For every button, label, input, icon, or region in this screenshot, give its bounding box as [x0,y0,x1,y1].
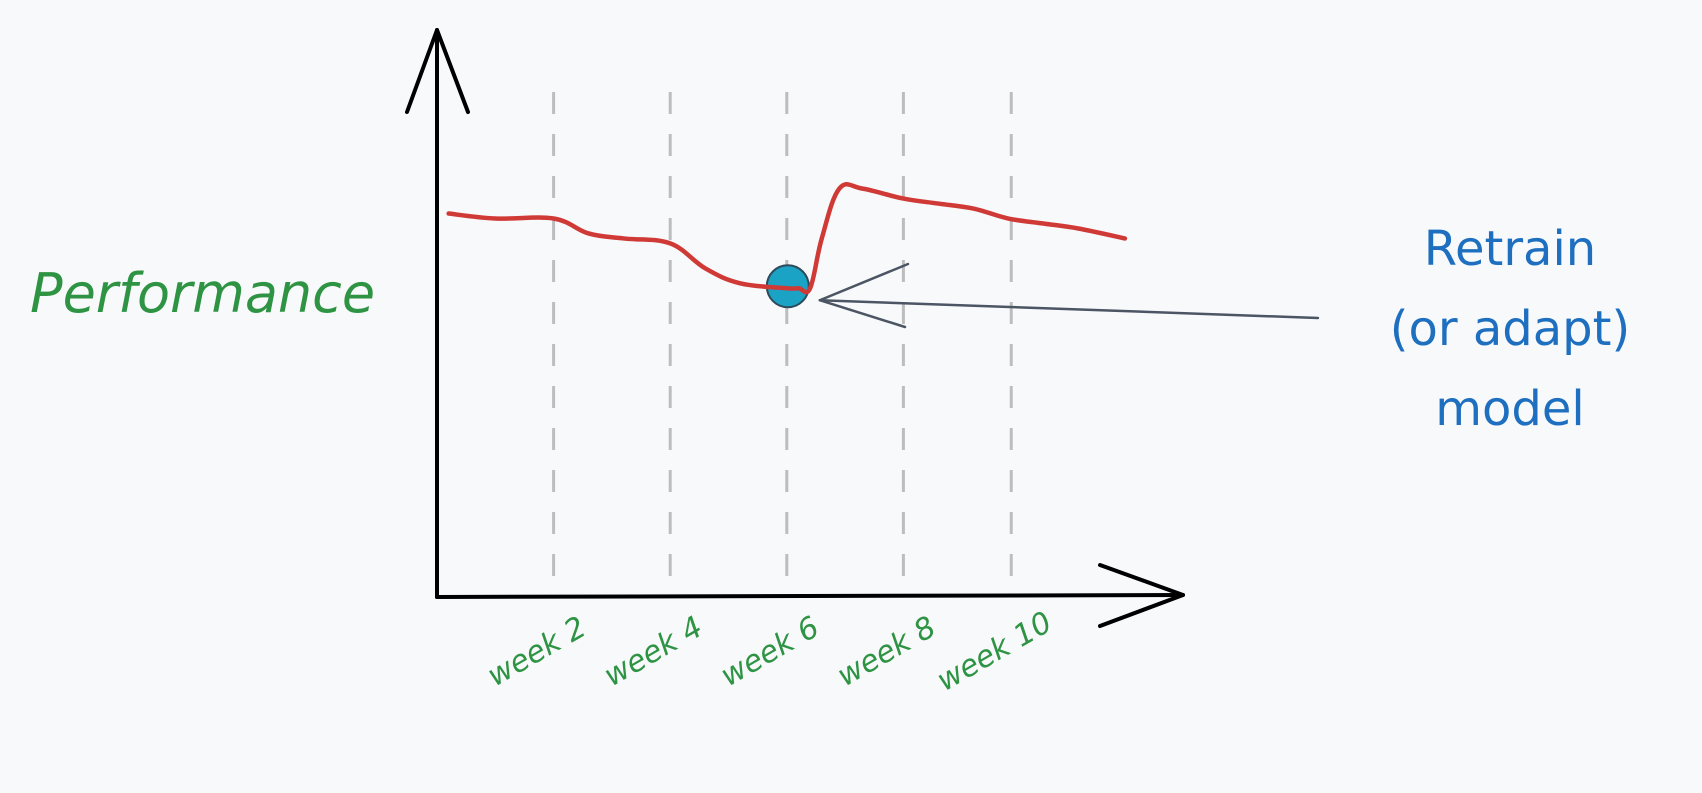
annotation-arrow-shaft [818,298,1320,320]
annotation-group: Retrain (or adapt) model [818,221,1630,437]
annotation-arrow-head [818,262,910,329]
x-axis-arrowhead [1098,563,1185,628]
x-tick-label: week 8 [831,610,942,694]
grid-lines [552,92,1013,578]
y-axis-arrowhead [405,28,470,114]
x-tick-label: week 6 [715,610,826,694]
annotation-line-1: Retrain [1424,221,1596,277]
x-tick-label: week 10 [931,605,1058,699]
annotation-line-3: model [1435,381,1584,437]
annotation-line-2: (or adapt) [1390,301,1630,357]
x-tick-label: week 2 [482,610,593,694]
axes [405,28,1185,628]
series-group [446,182,1128,309]
x-tick-label: week 4 [598,610,709,694]
performance-line [446,182,1128,295]
y-axis-label: Performance [30,262,375,325]
x-axis [435,593,1185,599]
